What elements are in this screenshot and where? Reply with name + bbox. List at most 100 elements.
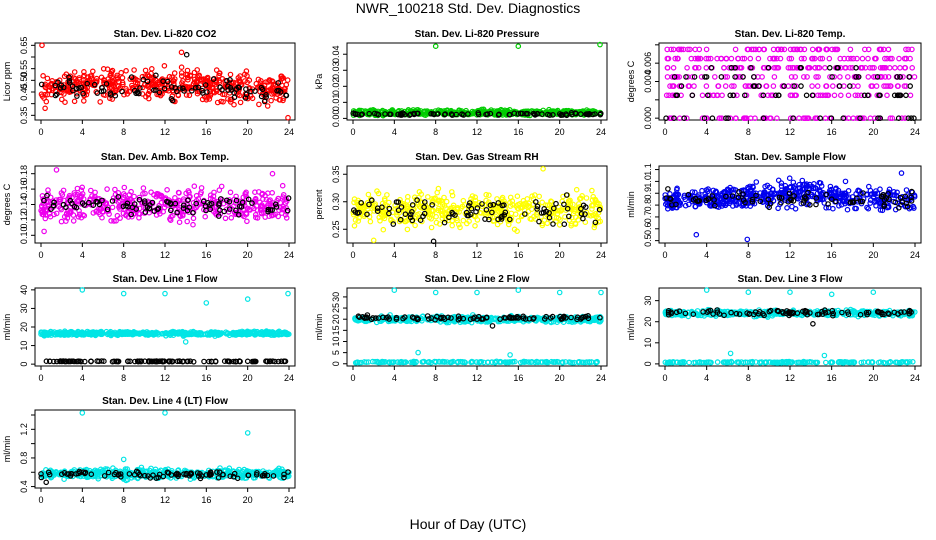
data-point (201, 358, 207, 365)
outlier-point (598, 289, 604, 296)
data-point (88, 187, 94, 194)
data-point (225, 96, 231, 102)
data-point (214, 99, 221, 106)
data-point (183, 92, 190, 98)
panel-title: Stan. Dev. Line 2 Flow (425, 274, 530, 285)
data-point (145, 91, 151, 98)
panel-title: Stan. Dev. Line 3 Flow (738, 274, 843, 285)
x-tick-label: 16 (513, 127, 523, 137)
data-point (104, 66, 111, 73)
x-tick-label: 20 (243, 250, 253, 260)
outlier-point (432, 43, 439, 50)
data-point (694, 55, 701, 62)
outlier-point (178, 49, 185, 56)
data-point (411, 110, 417, 117)
series-1 (352, 287, 604, 358)
data-point (789, 203, 795, 210)
data-point (365, 191, 372, 198)
data-point (573, 110, 579, 117)
outlier-point (285, 114, 291, 121)
data-point (909, 65, 916, 71)
data-point (114, 72, 120, 79)
data-point (827, 74, 833, 80)
data-point (553, 200, 559, 207)
data-point (231, 101, 237, 108)
x-tick-label: 16 (513, 373, 523, 383)
data-point (178, 73, 185, 79)
data-point (139, 91, 146, 97)
data-point (703, 83, 710, 89)
data-point (66, 74, 72, 81)
y-tick-label: 0.35 (331, 165, 341, 183)
data-point (507, 111, 513, 118)
x-tick-label: 12 (160, 250, 170, 260)
x-tick-label: 12 (472, 250, 482, 260)
panel-title: Stan. Dev. Li-820 Temp. (735, 29, 846, 40)
data-point (771, 74, 778, 80)
x-tick-label: 4 (80, 250, 85, 260)
data-point (210, 76, 217, 82)
x-tick-label: 8 (433, 127, 438, 137)
x-tick-label: 4 (80, 127, 85, 137)
data-point (171, 70, 178, 76)
data-point (845, 115, 852, 122)
data-point (153, 72, 159, 79)
data-point (58, 82, 65, 89)
data-point (758, 92, 765, 99)
x-tick-label: 8 (746, 250, 751, 260)
data-point (198, 185, 205, 191)
data-point (161, 63, 168, 69)
data-point (685, 83, 692, 89)
data-point (97, 99, 104, 105)
data-point (837, 92, 844, 99)
data-point (243, 68, 250, 74)
data-point (826, 65, 833, 71)
data-point (792, 74, 799, 80)
data-point (209, 84, 216, 90)
data-point (170, 78, 177, 85)
series-1 (663, 46, 918, 122)
x-tick-label: 16 (201, 250, 211, 260)
y-axis-label: degrees C (2, 183, 12, 225)
data-point (119, 88, 125, 95)
data-point (401, 111, 408, 118)
data-point (44, 75, 51, 82)
data-point (103, 81, 110, 87)
data-point (724, 74, 731, 80)
series-1 (662, 170, 918, 243)
data-point (815, 74, 821, 80)
data-point (63, 71, 70, 78)
outlier-point (898, 170, 905, 176)
x-tick-label: 8 (121, 127, 126, 137)
data-point (263, 92, 269, 98)
data-point (580, 215, 586, 222)
data-point (703, 65, 710, 71)
data-point (227, 189, 234, 196)
data-point (449, 112, 456, 118)
x-tick-label: 8 (433, 250, 438, 260)
data-point (351, 223, 358, 229)
data-point (174, 88, 180, 95)
data-point (855, 92, 861, 99)
x-tick-label: 4 (392, 373, 397, 383)
data-point (458, 108, 465, 114)
data-point (889, 115, 896, 122)
data-point (350, 110, 357, 117)
data-point (264, 103, 271, 109)
data-point (899, 115, 905, 122)
y-tick-label: 0 (331, 361, 341, 366)
outlier-point (474, 289, 480, 296)
series-1 (662, 287, 918, 359)
data-point (220, 99, 226, 105)
data-point (909, 46, 915, 53)
y-axis-label: ml/min (626, 314, 636, 341)
data-point (269, 91, 275, 97)
data-point (216, 72, 222, 79)
y-tick-label: 10 (331, 336, 341, 346)
data-point (822, 65, 828, 71)
series-1 (38, 287, 292, 345)
data-point (374, 111, 380, 117)
data-point (691, 83, 697, 89)
